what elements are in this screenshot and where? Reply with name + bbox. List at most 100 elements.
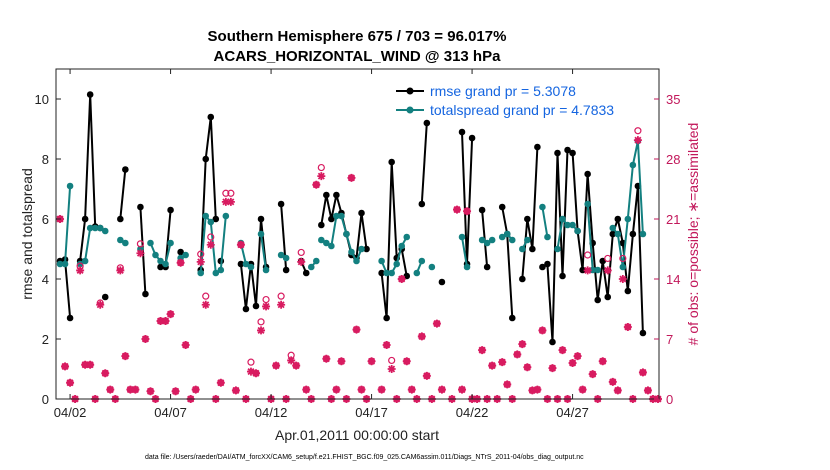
- totalspread-point: [122, 239, 129, 247]
- y-axis-right: 0 7 14 21 28 35: [654, 92, 680, 407]
- totalspread-point: [544, 233, 551, 241]
- assimilated-obs-marker: [568, 359, 577, 367]
- y-axis-left: 0 2 4 6 8 10: [35, 92, 61, 407]
- rmse-point: [302, 269, 310, 277]
- assimilated-obs-marker: [523, 363, 532, 372]
- assimilated-obs-marker: [156, 317, 165, 325]
- assimilated-obs-marker: [257, 326, 266, 335]
- assimilated-obs-marker: [488, 361, 497, 370]
- totalspread-point: [639, 230, 647, 238]
- totalspread-point: [343, 230, 350, 238]
- x-tick-label: 04/12: [255, 405, 288, 420]
- totalspread-point: [418, 257, 426, 265]
- rmse-point: [554, 149, 561, 157]
- totalspread-point: [86, 224, 94, 232]
- assimilated-obs-marker: [171, 387, 180, 396]
- y-right-tick-label: 0: [666, 392, 673, 407]
- totalspread-point: [554, 245, 561, 253]
- assimilated-obs-marker: [206, 240, 215, 249]
- assimilated-obs-marker: [513, 350, 522, 359]
- totalspread-point: [197, 269, 205, 277]
- assimilated-obs-marker: [297, 257, 306, 266]
- rmse-point: [257, 215, 265, 223]
- assimilated-obs-marker: [312, 180, 321, 189]
- assimilated-obs-marker: [528, 386, 537, 395]
- rmse-point: [117, 215, 124, 223]
- assimilated-obs-marker: [161, 317, 170, 325]
- totalspread-point: [56, 260, 64, 268]
- totalspread-point: [393, 260, 400, 268]
- assimilated-obs-marker: [382, 341, 391, 349]
- y-right-tick-label: 14: [666, 272, 680, 287]
- legend-rmse-label: rmse grand pr = 5.3078: [430, 83, 576, 99]
- rmse-point: [333, 191, 340, 199]
- totalspread-point: [498, 233, 506, 241]
- x-tick-label: 04/02: [54, 405, 87, 420]
- totalspread-point: [413, 269, 421, 277]
- totalspread-point: [524, 236, 531, 244]
- rmse-point: [167, 206, 174, 214]
- assimilated-obs-marker: [463, 207, 472, 216]
- assimilated-obs-marker: [503, 380, 512, 389]
- totalspread-point: [564, 221, 571, 229]
- totalspread-point: [508, 236, 516, 244]
- assimilated-obs-marker: [66, 378, 75, 387]
- rmse-point: [282, 266, 290, 274]
- assimilated-obs-marker: [518, 340, 527, 349]
- totalspread-point: [101, 227, 109, 235]
- assimilated-obs-marker: [417, 332, 426, 341]
- totalspread-point: [217, 266, 225, 274]
- series-layer: [56, 91, 647, 346]
- totalspread-point: [463, 263, 471, 271]
- totalspread-point: [307, 263, 315, 271]
- legend-rmse-marker: [406, 87, 414, 95]
- assimilated-obs-marker: [226, 197, 235, 206]
- rmse-point: [483, 263, 491, 271]
- rmse-point: [157, 263, 164, 271]
- rmse-point: [388, 158, 395, 166]
- data-file-footnote: data file: /Users/raeder/DAI/ATM_forcXX/…: [145, 454, 584, 461]
- assimilated-obs-marker: [367, 357, 376, 366]
- totalspread-point: [589, 266, 596, 274]
- rmse-point: [177, 248, 184, 256]
- assimilated-obs-marker: [458, 385, 467, 394]
- totalspread-point: [66, 182, 74, 190]
- assimilated-obs-marker: [452, 205, 461, 214]
- rmse-point: [323, 191, 330, 199]
- rmse-point: [81, 215, 89, 223]
- rmse-point: [519, 275, 526, 283]
- assimilated-obs-marker: [216, 378, 225, 387]
- assimilated-obs-marker: [221, 197, 230, 206]
- totalspread-point: [207, 218, 215, 226]
- assimilated-obs-marker: [387, 365, 396, 373]
- assimilated-obs-marker: [588, 370, 597, 379]
- assimilated-obs-marker: [181, 341, 190, 349]
- assimilated-obs-marker: [106, 385, 115, 394]
- totalspread-point: [503, 230, 511, 238]
- rmse-point: [498, 203, 506, 211]
- assimilated-obs-marker: [478, 346, 487, 355]
- x-axis-label: Apr.01,2011 00:00:00 start: [275, 427, 439, 443]
- assimilated-obs-marker: [292, 361, 301, 370]
- assimilated-obs-marker: [397, 275, 406, 283]
- totalspread-point: [152, 251, 159, 259]
- totalspread-point: [458, 233, 466, 241]
- rmse-point: [629, 230, 637, 238]
- assimilated-obs-marker: [196, 257, 205, 266]
- rmse-point: [604, 293, 612, 301]
- possible-obs-marker: [257, 318, 265, 326]
- possible-obs-marker: [297, 248, 305, 257]
- assimilated-obs-marker: [231, 386, 240, 395]
- rmse-point: [242, 305, 250, 313]
- rmse-point: [378, 269, 385, 277]
- assimilated-obs-marker: [432, 319, 441, 328]
- rmse-point: [458, 128, 466, 136]
- rmse-point: [534, 143, 541, 151]
- totalspread-point: [147, 239, 154, 247]
- y-tick-label: 0: [42, 392, 49, 407]
- rmse-point: [584, 170, 591, 178]
- rmse-point: [609, 230, 617, 238]
- rmse-point: [418, 200, 426, 208]
- assimilated-obs-marker: [603, 266, 612, 275]
